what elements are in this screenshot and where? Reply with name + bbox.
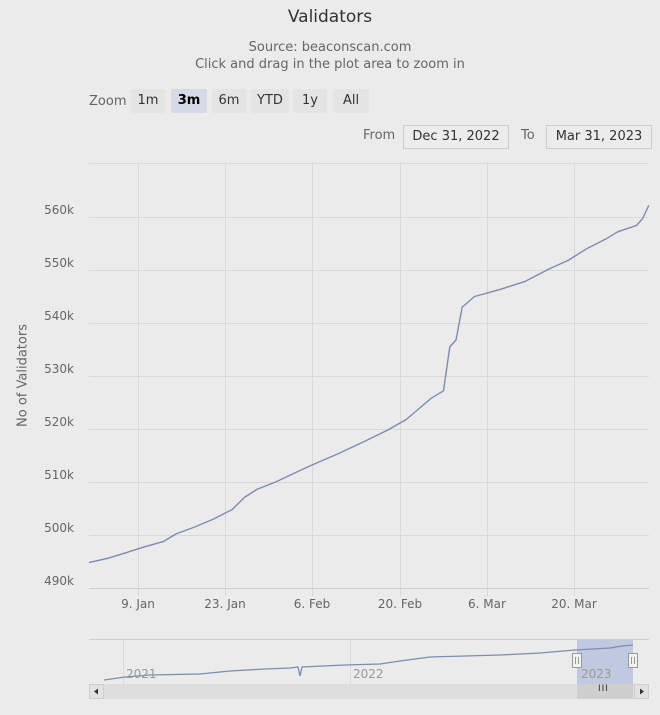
y-tick-label: 540k: [44, 309, 74, 323]
navigator-year-label: 2023: [581, 667, 612, 681]
x-tick-label: 9. Jan: [121, 597, 155, 611]
zoom-label: Zoom: [89, 94, 127, 109]
range-button-ytd[interactable]: YTD: [251, 89, 289, 113]
range-button-1y[interactable]: 1y: [293, 89, 327, 113]
x-tick-label: 6. Feb: [293, 597, 331, 611]
navigator-selection-mask[interactable]: [577, 640, 633, 684]
validators-series-line: [88, 205, 650, 564]
arrow-left-icon: [94, 688, 98, 695]
navigator-year-label: 2021: [126, 667, 157, 681]
from-label: From: [363, 128, 396, 143]
scrollbar-thumb[interactable]: [577, 684, 633, 699]
chart-subtitle-source: Source: beaconscan.com: [248, 40, 412, 55]
navigator-handle-right[interactable]: [628, 653, 638, 668]
navigator-series-line: [103, 644, 634, 681]
y-tick-label: 510k: [44, 468, 74, 482]
y-tick-label: 560k: [44, 203, 74, 217]
chart-subtitle-hint: Click and drag in the plot area to zoom …: [195, 57, 465, 72]
range-button-6m[interactable]: 6m: [212, 89, 246, 113]
y-tick-label: 500k: [44, 521, 74, 535]
y-tick-label: 530k: [44, 362, 74, 376]
y-tick-label: 520k: [44, 415, 74, 429]
navigator-handle-left[interactable]: [572, 653, 582, 668]
x-tick-label: 6. Mar: [468, 597, 506, 611]
navigator-area[interactable]: [89, 640, 649, 684]
x-tick-label: 20. Feb: [377, 597, 423, 611]
range-button-1m[interactable]: 1m: [131, 89, 165, 113]
navigator-year-label: 2022: [353, 667, 384, 681]
x-tick-label: 20. Mar: [551, 597, 597, 611]
to-label: To: [521, 128, 535, 143]
y-tick-label: 550k: [44, 256, 74, 270]
y-axis-title: No of Validators: [15, 324, 31, 427]
chart-title: Validators: [287, 7, 373, 27]
scrollbar-grip-icon: III: [598, 684, 609, 694]
from-date-input[interactable]: Dec 31, 2022: [403, 125, 509, 149]
range-button-3m[interactable]: 3m: [171, 89, 207, 113]
to-date-input[interactable]: Mar 31, 2023: [546, 125, 652, 149]
x-tick-label: 23. Jan: [204, 597, 246, 611]
gridlines: [89, 163, 649, 596]
arrow-right-icon: [640, 688, 644, 695]
y-tick-label: 490k: [44, 574, 74, 588]
range-button-all[interactable]: All: [333, 89, 369, 113]
scrollbar-track[interactable]: [89, 684, 649, 699]
